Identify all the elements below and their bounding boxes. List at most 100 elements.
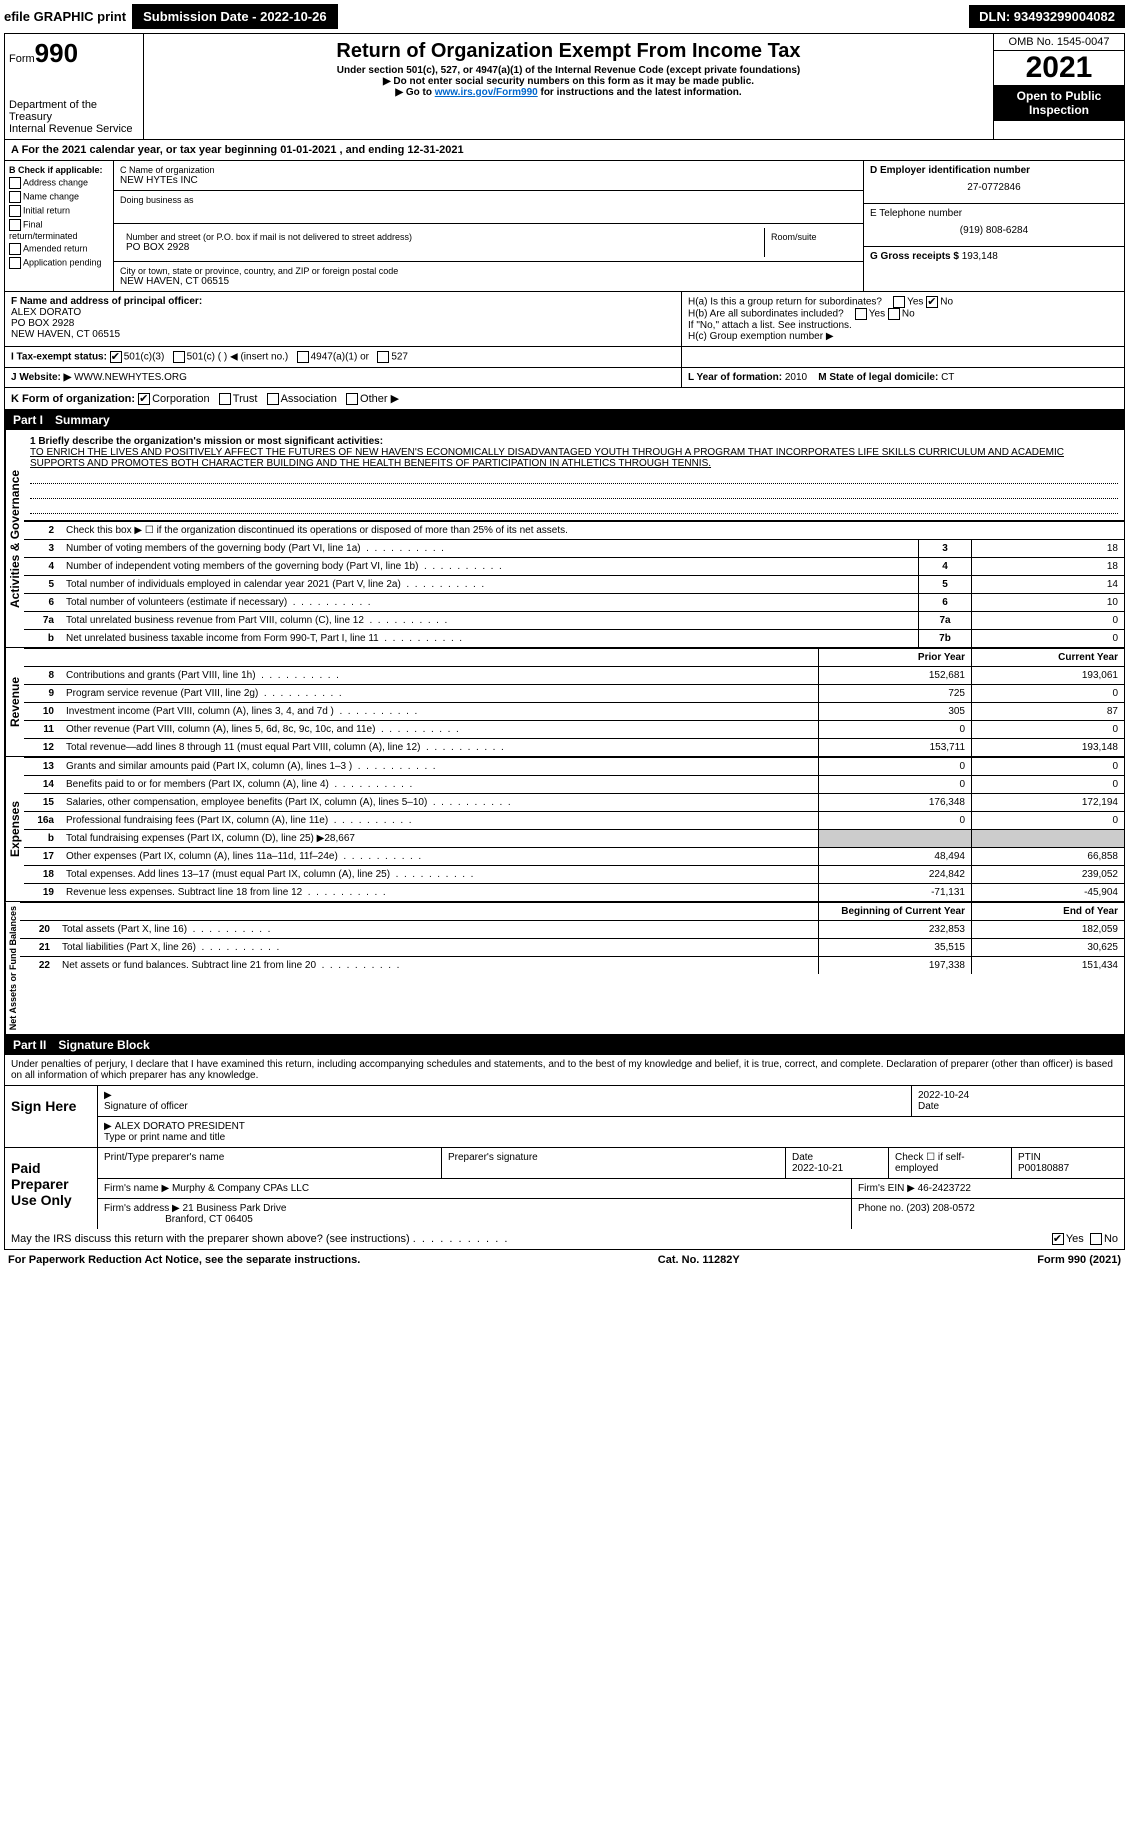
vlabel-netassets: Net Assets or Fund Balances — [5, 902, 20, 1034]
table-row: 12Total revenue—add lines 8 through 11 (… — [24, 739, 1124, 757]
chk-pending[interactable]: Application pending — [9, 257, 109, 269]
prep-ptin: P00180887 — [1018, 1163, 1069, 1174]
penalty-text: Under penalties of perjury, I declare th… — [5, 1055, 1124, 1085]
box-b: B Check if applicable: Address change Na… — [5, 161, 114, 291]
open-public: Open to Public Inspection — [994, 85, 1124, 121]
sig-date-label: Date — [918, 1101, 939, 1112]
table-row: 16aProfessional fundraising fees (Part I… — [24, 812, 1124, 830]
box-b-title: B Check if applicable: — [9, 165, 109, 175]
part1-header: Part ISummary — [5, 410, 1124, 430]
form-label: Form — [9, 53, 35, 65]
gross-value: 193,148 — [962, 251, 998, 262]
table-row: 22Net assets or fund balances. Subtract … — [20, 957, 1124, 975]
form-title: Return of Organization Exempt From Incom… — [148, 40, 989, 63]
table-row: bTotal fundraising expenses (Part IX, co… — [24, 830, 1124, 848]
website-value: WWW.NEWHYTES.ORG — [74, 372, 187, 383]
ein-value: 27-0772846 — [870, 176, 1118, 199]
table-row: 3Number of voting members of the governi… — [24, 540, 1124, 558]
chk-address[interactable]: Address change — [9, 177, 109, 189]
table-row: 17Other expenses (Part IX, column (A), l… — [24, 848, 1124, 866]
table-row: 9Program service revenue (Part VIII, lin… — [24, 685, 1124, 703]
h-c: H(c) Group exemption number ▶ — [688, 331, 1118, 342]
phone-value: (919) 808-6284 — [870, 219, 1118, 242]
org-name-label: C Name of organization — [120, 165, 857, 175]
street: PO BOX 2928 — [126, 242, 758, 253]
subtitle-2: ▶ Do not enter social security numbers o… — [148, 76, 989, 87]
mission-block: 1 Briefly describe the organization's mi… — [24, 430, 1124, 521]
sig-name-label: Type or print name and title — [104, 1132, 225, 1143]
form-container: Form990 Department of the Treasury Inter… — [4, 33, 1125, 1250]
table-row: 5Total number of individuals employed in… — [24, 576, 1124, 594]
sig-officer-label: Signature of officer — [104, 1101, 188, 1112]
efile-label: efile GRAPHIC print — [4, 9, 126, 24]
h-b2: If "No," attach a list. See instructions… — [688, 320, 1118, 331]
table-row: bNet unrelated business taxable income f… — [24, 630, 1124, 648]
expenses-table: 13Grants and similar amounts paid (Part … — [24, 757, 1124, 901]
prep-self-emp: Check ☐ if self-employed — [889, 1148, 1012, 1178]
chk-name[interactable]: Name change — [9, 191, 109, 203]
officer-name-typed: ALEX DORATO PRESIDENT — [115, 1121, 245, 1132]
table-row: 11Other revenue (Part VIII, column (A), … — [24, 721, 1124, 739]
prep-name-label: Print/Type preparer's name — [104, 1152, 224, 1163]
vlabel-governance: Activities & Governance — [5, 430, 24, 647]
table-row: 18Total expenses. Add lines 13–17 (must … — [24, 866, 1124, 884]
irs-label: Internal Revenue Service — [9, 123, 139, 135]
line-lm: L Year of formation: 2010 M State of leg… — [681, 368, 1124, 387]
subtitle-1: Under section 501(c), 527, or 4947(a)(1)… — [148, 65, 989, 76]
room-label: Room/suite — [771, 232, 851, 242]
box-de: D Employer identification number 27-0772… — [863, 161, 1124, 291]
table-row: 15Salaries, other compensation, employee… — [24, 794, 1124, 812]
table-row: 7aTotal unrelated business revenue from … — [24, 612, 1124, 630]
vlabel-revenue: Revenue — [5, 648, 24, 756]
table-row: 13Grants and similar amounts paid (Part … — [24, 758, 1124, 776]
revenue-table: Prior YearCurrent Year 8Contributions an… — [24, 648, 1124, 756]
sig-date: 2022-10-24 — [918, 1090, 969, 1101]
website-row: J Website: ▶ WWW.NEWHYTES.ORG — [5, 368, 681, 387]
tax-year: 2021 — [994, 51, 1124, 85]
page-footer: For Paperwork Reduction Act Notice, see … — [0, 1250, 1129, 1270]
discuss-row: May the IRS discuss this return with the… — [5, 1229, 1124, 1249]
chk-initial[interactable]: Initial return — [9, 205, 109, 217]
sign-here-label: Sign Here — [5, 1086, 98, 1147]
street-label: Number and street (or P.O. box if mail i… — [126, 232, 758, 242]
footer-mid: Cat. No. 11282Y — [658, 1254, 740, 1266]
vlabel-expenses: Expenses — [5, 757, 24, 901]
firm-name: Murphy & Company CPAs LLC — [172, 1183, 309, 1194]
table-row: 8Contributions and grants (Part VIII, li… — [24, 667, 1124, 685]
table-row: 6Total number of volunteers (estimate if… — [24, 594, 1124, 612]
submission-date: Submission Date - 2022-10-26 — [132, 4, 338, 29]
box-c: C Name of organization NEW HYTEs INC Doi… — [114, 161, 863, 291]
officer-addr1: PO BOX 2928 — [11, 318, 675, 329]
org-name: NEW HYTEs INC — [120, 175, 857, 186]
table-row: 4Number of independent voting members of… — [24, 558, 1124, 576]
top-bar: efile GRAPHIC print Submission Date - 20… — [0, 0, 1129, 33]
phone-label: E Telephone number — [870, 208, 1118, 219]
officer-name: ALEX DORATO — [11, 307, 675, 318]
firm-phone: (203) 208-0572 — [906, 1203, 974, 1214]
officer-label: F Name and address of principal officer: — [11, 296, 675, 307]
firm-addr2: Branford, CT 06405 — [165, 1214, 253, 1225]
footer-left: For Paperwork Reduction Act Notice, see … — [8, 1254, 360, 1266]
firm-ein: 46-2423722 — [918, 1183, 971, 1194]
dln: DLN: 93493299004082 — [969, 5, 1125, 28]
table-row: 14Benefits paid to or for members (Part … — [24, 776, 1124, 794]
footer-right: Form 990 (2021) — [1037, 1254, 1121, 1266]
governance-table: 2Check this box ▶ ☐ if the organization … — [24, 521, 1124, 647]
city-label: City or town, state or province, country… — [120, 266, 857, 276]
netassets-table: Beginning of Current YearEnd of Year 20T… — [20, 902, 1124, 974]
prep-sig-label: Preparer's signature — [448, 1152, 538, 1163]
table-row: 20Total assets (Part X, line 16) . . . .… — [20, 921, 1124, 939]
city-value: NEW HAVEN, CT 06515 — [120, 276, 857, 287]
subtitle-3: ▶ Go to www.irs.gov/Form990 for instruct… — [148, 87, 989, 98]
table-row: 10Investment income (Part VIII, column (… — [24, 703, 1124, 721]
gross-label: G Gross receipts $ — [870, 251, 959, 262]
officer-addr2: NEW HAVEN, CT 06515 — [11, 329, 675, 340]
irs-link[interactable]: www.irs.gov/Form990 — [435, 87, 538, 98]
form-number: 990 — [35, 38, 78, 68]
ein-label: D Employer identification number — [870, 165, 1118, 176]
dba-label: Doing business as — [120, 195, 857, 205]
chk-final[interactable]: Final return/terminated — [9, 219, 109, 241]
paid-preparer-label: Paid Preparer Use Only — [5, 1148, 98, 1229]
form-header: Form990 Department of the Treasury Inter… — [5, 34, 1124, 140]
chk-amended[interactable]: Amended return — [9, 243, 109, 255]
